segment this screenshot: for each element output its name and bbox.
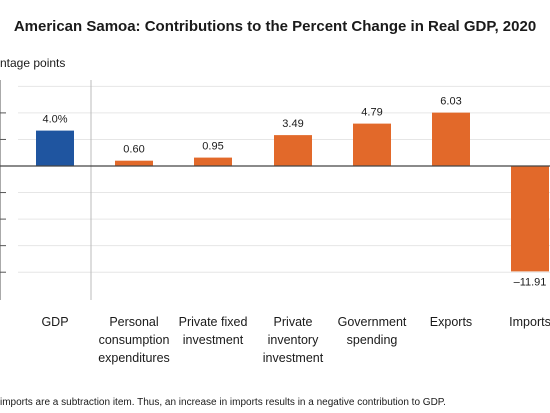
category-label-3: investment bbox=[263, 351, 324, 365]
data-label-3: 3.49 bbox=[282, 118, 303, 130]
chart-title: American Samoa: Contributions to the Per… bbox=[13, 18, 537, 35]
category-label-1: Personal bbox=[109, 315, 158, 329]
bar-6 bbox=[511, 166, 549, 272]
y-axis-label: ntage points bbox=[0, 56, 66, 70]
category-label-4: Government bbox=[338, 315, 407, 329]
category-label-1: expenditures bbox=[98, 351, 170, 365]
data-label-2: 0.95 bbox=[202, 141, 223, 153]
category-label-2: investment bbox=[183, 333, 244, 347]
category-label-3: inventory bbox=[268, 333, 319, 347]
bar-0 bbox=[36, 130, 74, 166]
category-label-1: consumption bbox=[99, 333, 170, 347]
category-label-0: GDP bbox=[41, 315, 68, 329]
data-label-1: 0.60 bbox=[123, 144, 144, 156]
category-label-4: spending bbox=[347, 333, 398, 347]
footnote: imports are a subtraction item. Thus, an… bbox=[0, 397, 446, 408]
category-label-3: Private bbox=[274, 315, 313, 329]
bar-3 bbox=[274, 135, 312, 166]
bar-2 bbox=[194, 157, 232, 166]
data-label-4: 4.79 bbox=[361, 107, 382, 119]
bar-5 bbox=[432, 112, 470, 166]
category-label-5: Exports bbox=[430, 315, 472, 329]
data-label-0: 4.0% bbox=[42, 114, 67, 126]
bar-4 bbox=[353, 123, 391, 166]
category-label-6: Imports bbox=[509, 315, 550, 329]
data-label-5: 6.03 bbox=[440, 96, 461, 108]
data-label-6: –11.91 bbox=[514, 276, 547, 288]
category-label-2: Private fixed bbox=[179, 315, 248, 329]
bar-1 bbox=[115, 160, 153, 166]
